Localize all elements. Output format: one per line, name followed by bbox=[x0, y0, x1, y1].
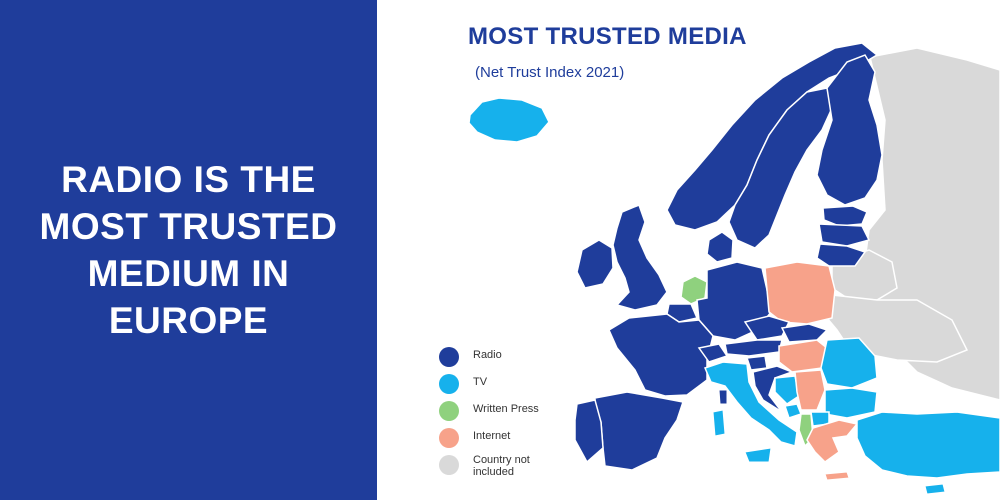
map-panel: MOST TRUSTED MEDIA (Net Trust Index 2021… bbox=[377, 0, 1000, 500]
headline-line: EUROPE bbox=[108, 300, 269, 341]
country-spain bbox=[594, 391, 684, 471]
country-estonia bbox=[822, 205, 868, 227]
legend-swatch bbox=[439, 455, 459, 475]
country-greece bbox=[806, 419, 859, 463]
country-switzerland bbox=[697, 343, 729, 363]
legend-swatch bbox=[439, 347, 459, 367]
headline-panel: RADIO IS THE MOST TRUSTED MEDIUM IN EURO… bbox=[0, 0, 377, 500]
country-finland bbox=[816, 54, 883, 206]
country-latvia bbox=[818, 223, 871, 247]
country-croatia bbox=[752, 365, 795, 413]
country-poland bbox=[764, 261, 836, 325]
country-sardinia bbox=[712, 409, 726, 437]
country-crete bbox=[824, 471, 850, 481]
country-slovenia bbox=[745, 355, 768, 371]
headline-line: RADIO IS THE bbox=[61, 159, 316, 200]
headline-line: MOST TRUSTED bbox=[39, 206, 338, 247]
headline: RADIO IS THE MOST TRUSTED MEDIUM IN EURO… bbox=[40, 156, 338, 344]
country-montenegro bbox=[784, 403, 802, 419]
europe-map bbox=[468, 42, 1000, 495]
legend-label: Written Press bbox=[473, 403, 539, 415]
country-united-kingdom bbox=[612, 204, 668, 311]
country-romania bbox=[820, 337, 878, 389]
country-corsica bbox=[718, 389, 728, 405]
country-belgium bbox=[666, 303, 699, 323]
map-title: MOST TRUSTED MEDIA bbox=[468, 23, 747, 50]
legend-label: TV bbox=[473, 376, 488, 388]
country-ireland bbox=[576, 239, 614, 289]
legend-item-written-press: Written Press bbox=[439, 398, 579, 425]
legend-item-not-included: Country not included bbox=[439, 452, 579, 484]
country-iceland bbox=[468, 97, 550, 143]
legend-label: Internet bbox=[473, 430, 511, 442]
country-france bbox=[608, 313, 714, 397]
legend-item-internet: Internet bbox=[439, 425, 579, 452]
country-austria bbox=[724, 339, 783, 357]
legend-swatch bbox=[439, 428, 459, 448]
country-bosnia bbox=[774, 375, 800, 405]
country-slovakia bbox=[780, 323, 829, 343]
country-bulgaria bbox=[824, 387, 878, 419]
legend: Radio TV Written Press Internet Country … bbox=[439, 344, 579, 484]
country-italy bbox=[703, 361, 798, 447]
legend-label: Radio bbox=[473, 349, 502, 361]
country-portugal bbox=[574, 399, 604, 464]
headline-line: MEDIUM IN bbox=[87, 253, 290, 294]
legend-swatch bbox=[439, 401, 459, 421]
country-cyprus bbox=[924, 483, 946, 495]
legend-item-tv: TV bbox=[439, 371, 579, 398]
country-denmark bbox=[706, 231, 734, 263]
legend-item-radio: Radio bbox=[439, 344, 579, 371]
country-turkey bbox=[856, 411, 1000, 479]
legend-label: Country not included bbox=[473, 454, 530, 478]
legend-swatch bbox=[439, 374, 459, 394]
country-serbia bbox=[794, 369, 826, 411]
country-lithuania bbox=[816, 243, 867, 267]
map-subtitle: (Net Trust Index 2021) bbox=[475, 64, 625, 81]
country-sicily bbox=[744, 447, 772, 463]
